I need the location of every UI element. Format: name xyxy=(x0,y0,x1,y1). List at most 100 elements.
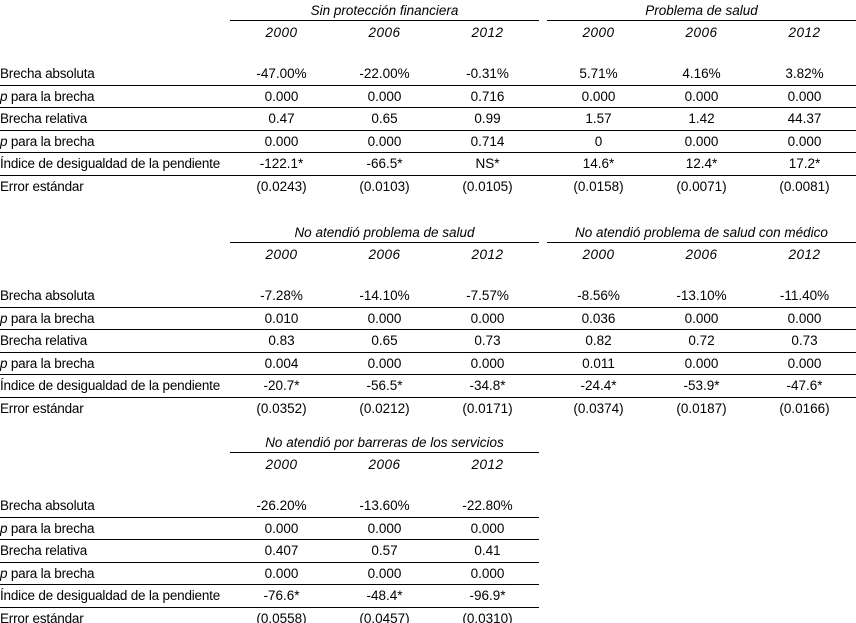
group-gap xyxy=(539,285,547,308)
value-cell: -11.40% xyxy=(753,285,856,308)
value-cell: -66.5* xyxy=(333,152,436,176)
value-cell: (0.0243) xyxy=(256,178,307,194)
year-header: 2000 xyxy=(582,246,615,262)
group-gap xyxy=(539,307,547,330)
value-cell: -53.9* xyxy=(650,374,753,398)
table-row: Índice de desigualdad de la pendiente -20… xyxy=(0,374,856,398)
value-cell: -47.00% xyxy=(230,63,333,86)
value-cell: 0 xyxy=(547,130,650,153)
table-row: Brecha absoluta -47.00% -22.00% -0.31% 5.71%… xyxy=(0,63,856,86)
value-cell: (0.0212) xyxy=(359,400,410,416)
value-cell: (0.0187) xyxy=(676,400,727,416)
year-header-row: 2000 2006 2012 xyxy=(0,453,539,476)
year-header: 2012 xyxy=(471,246,504,262)
value-cell: 0.99 xyxy=(436,107,539,131)
group-gap xyxy=(539,329,547,353)
value-cell: 14.6* xyxy=(547,152,650,176)
row-label: Brecha absoluta xyxy=(0,495,230,518)
value-cell: 0.000 xyxy=(230,517,333,540)
value-cell: 0.000 xyxy=(333,562,436,585)
value-cell: 0.000 xyxy=(230,130,333,153)
value-cell: (0.0105) xyxy=(462,178,513,194)
results-table-block-2: No atendió problema de salud No atendió p… xyxy=(0,224,856,419)
value-cell: 0.000 xyxy=(333,352,436,375)
group-gap xyxy=(539,243,547,266)
value-cell: 0.000 xyxy=(333,517,436,540)
year-header: 2000 xyxy=(265,24,298,40)
group-gap xyxy=(539,175,547,197)
table-row: Brecha relativa 0.407 0.57 0.41 xyxy=(0,539,539,563)
value-cell: (0.0071) xyxy=(676,178,727,194)
value-cell: -34.8* xyxy=(436,374,539,398)
value-cell: (0.0310) xyxy=(462,610,513,623)
group-title-row: Sin protección financiera Problema de sal… xyxy=(0,2,856,21)
value-cell: -20.7* xyxy=(230,374,333,398)
value-cell: 0.72 xyxy=(650,329,753,353)
label-column-spacer xyxy=(0,243,230,266)
row-label: Error estándar xyxy=(0,610,84,623)
row-label: Brecha relativa xyxy=(0,107,230,131)
spacer-row xyxy=(0,43,856,63)
year-header: 2012 xyxy=(471,24,504,40)
results-table-block-1: Sin protección financiera Problema de sal… xyxy=(0,2,856,197)
value-cell: -96.9* xyxy=(436,584,539,608)
table-row: Error estándar (0.0243) (0.0103) (0.0105) (0… xyxy=(0,175,856,197)
year-header: 2012 xyxy=(471,456,504,472)
row-label: Brecha absoluta xyxy=(0,63,230,86)
row-label: p para la brecha xyxy=(0,85,230,108)
value-cell: 0.83 xyxy=(230,329,333,353)
group-gap xyxy=(539,2,547,21)
value-cell: -0.31% xyxy=(436,63,539,86)
year-header-row: 2000 2006 2012 2000 2006 2012 xyxy=(0,243,856,266)
value-cell: -24.4* xyxy=(547,374,650,398)
value-cell: -122.1* xyxy=(230,152,333,176)
value-cell: -22.00% xyxy=(333,63,436,86)
value-cell: 0.000 xyxy=(436,562,539,585)
row-label: Brecha relativa xyxy=(0,329,230,353)
value-cell: (0.0081) xyxy=(779,178,830,194)
year-header: 2012 xyxy=(788,24,821,40)
value-cell: (0.0171) xyxy=(462,400,513,416)
spacer xyxy=(0,265,856,285)
value-cell: 0.714 xyxy=(436,130,539,153)
table-row: Índice de desigualdad de la pendiente -12… xyxy=(0,152,856,176)
value-cell: -7.28% xyxy=(230,285,333,308)
value-cell: -13.10% xyxy=(650,285,753,308)
results-table-block-3: No atendió por barreras de los servicios… xyxy=(0,434,539,623)
value-cell: -13.60% xyxy=(333,495,436,518)
group-gap xyxy=(539,63,547,86)
row-label: p para la brecha xyxy=(0,307,230,330)
value-cell: 3.82% xyxy=(753,63,856,86)
year-header-row: 2000 2006 2012 2000 2006 2012 xyxy=(0,21,856,44)
group-gap xyxy=(539,224,547,243)
table-row: p para la brecha 0.000 0.000 0.716 0.000 0.00… xyxy=(0,85,856,108)
year-header: 2012 xyxy=(788,246,821,262)
value-cell: -8.56% xyxy=(547,285,650,308)
value-cell: 0.000 xyxy=(230,85,333,108)
value-cell: (0.0352) xyxy=(256,400,307,416)
row-label: Error estándar xyxy=(0,178,84,194)
value-cell: 0.82 xyxy=(547,329,650,353)
row-label: p para la brecha xyxy=(0,130,230,153)
value-cell: 0.000 xyxy=(333,85,436,108)
value-cell: 0.407 xyxy=(230,539,333,563)
value-cell: -56.5* xyxy=(333,374,436,398)
group-title-row: No atendió por barreras de los servicios xyxy=(0,434,539,453)
table-row: Brecha relativa 0.47 0.65 0.99 1.57 1.42 44.37 xyxy=(0,107,856,131)
value-cell: 0.010 xyxy=(230,307,333,330)
group-gap xyxy=(539,352,547,375)
value-cell: 0.000 xyxy=(650,85,753,108)
value-cell: -7.57% xyxy=(436,285,539,308)
year-header: 2006 xyxy=(368,246,401,262)
group-title-row: No atendió problema de salud No atendió p… xyxy=(0,224,856,243)
group-gap xyxy=(539,397,547,419)
value-cell: 0.004 xyxy=(230,352,333,375)
row-label: Índice de desigualdad de la pendiente xyxy=(0,584,230,608)
group-gap xyxy=(539,152,547,176)
row-label: p para la brecha xyxy=(0,562,230,585)
row-label: Brecha absoluta xyxy=(0,285,230,308)
table-row: Brecha absoluta -7.28% -14.10% -7.57% -8.56%… xyxy=(0,285,856,308)
label-column-spacer xyxy=(0,2,230,21)
